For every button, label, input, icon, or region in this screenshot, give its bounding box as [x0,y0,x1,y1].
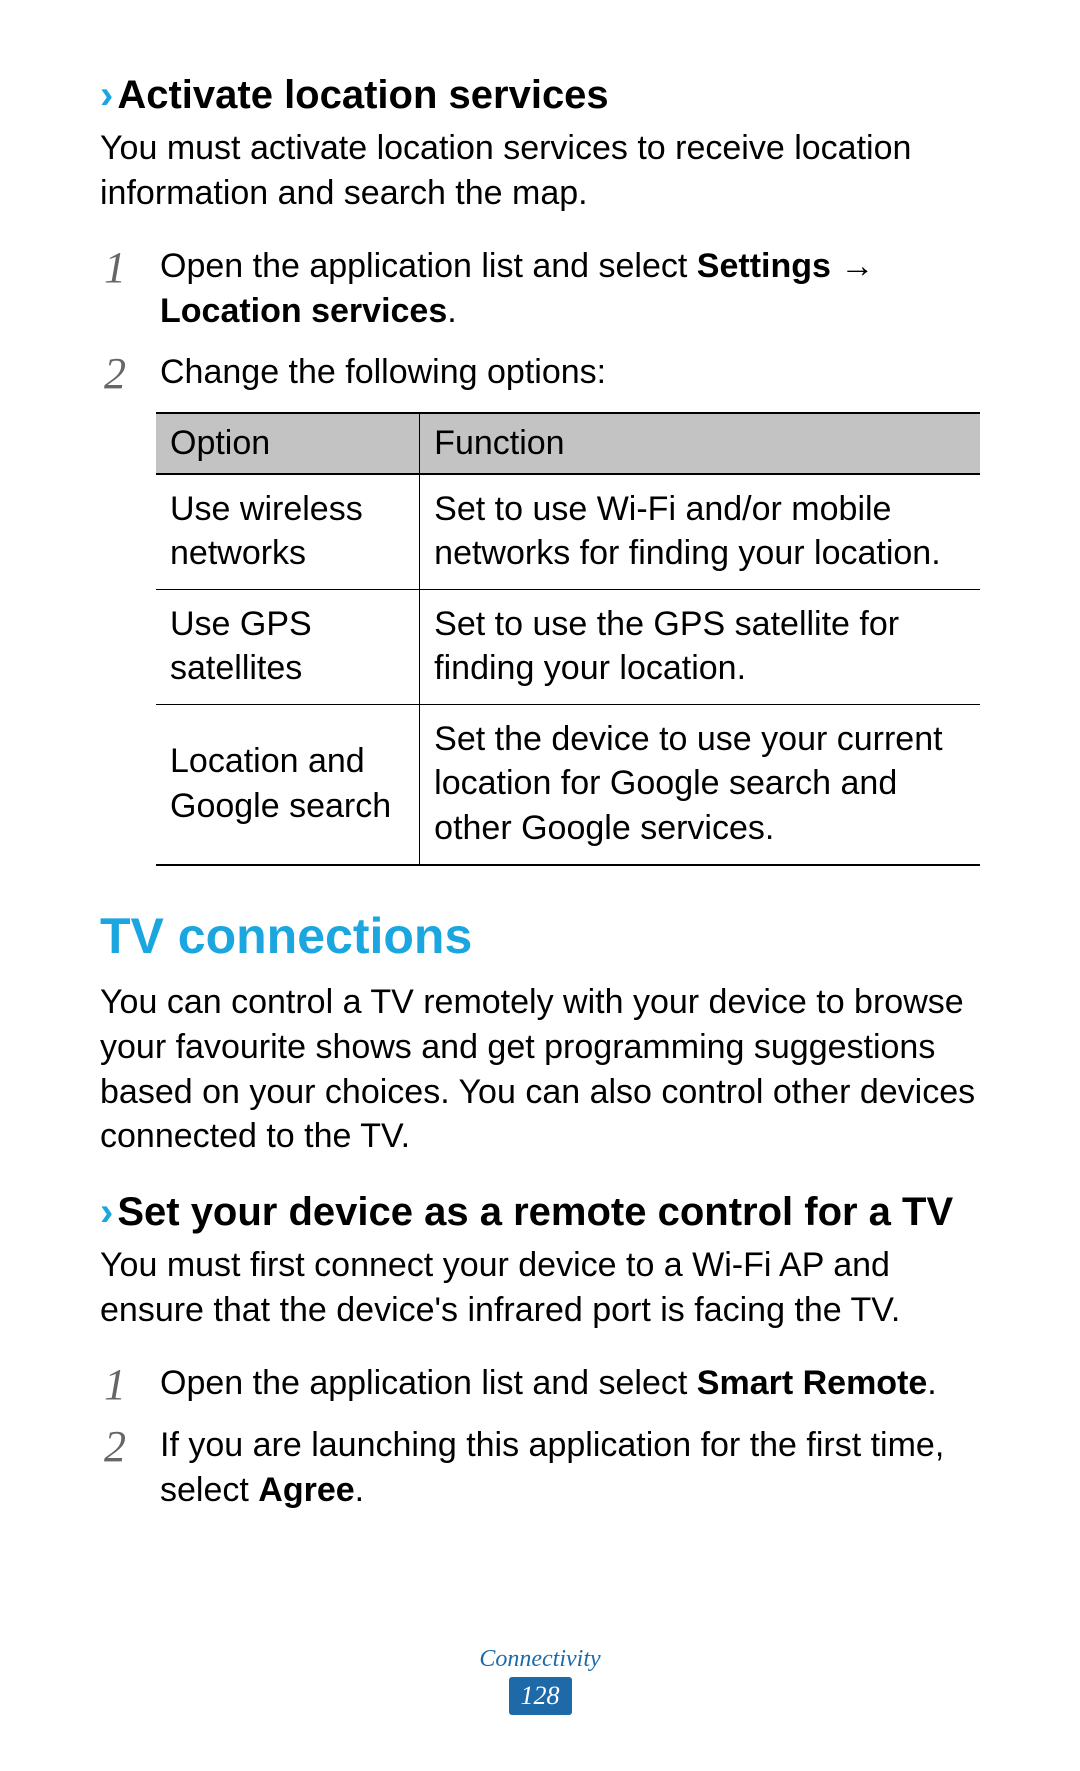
step-item: 1 Open the application list and select S… [104,1361,980,1407]
step-text: Open the application list and select Sma… [160,1361,980,1406]
step-text-pre: Open the application list and select [160,247,697,285]
chevron-icon: › [100,73,113,117]
intro-paragraph: You must activate location services to r… [100,126,980,216]
step-text-pre: Open the application list and select [160,1364,697,1402]
main-heading-tv-connections: TV connections [100,906,980,966]
table-row: Use GPS satellites Set to use the GPS sa… [156,589,980,704]
table-cell-function: Set to use Wi-Fi and/or mobile networks … [420,474,980,590]
step-text-pre: Change the following options: [160,353,606,391]
options-table: Option Function Use wireless networks Se… [156,412,980,866]
step-number: 2 [104,350,160,396]
step-text-bold: Agree [258,1471,354,1509]
step-text-bold: Smart Remote [697,1364,928,1402]
sub-heading-text: Set your device as a remote control for … [117,1190,953,1234]
table-cell-option: Use wireless networks [156,474,420,590]
intro-paragraph: You can control a TV remotely with your … [100,980,980,1160]
sub-heading-remote-control: ›Set your device as a remote control for… [100,1187,980,1237]
step-number: 1 [104,244,160,290]
options-table-wrap: Option Function Use wireless networks Se… [100,412,924,866]
step-item: 1 Open the application list and select S… [104,244,980,334]
table-cell-function: Set to use the GPS satellite for finding… [420,589,980,704]
step-text-post: . [927,1364,936,1402]
table-header-option: Option [156,413,420,474]
step-text-post: . [355,1471,364,1509]
table-cell-function: Set the device to use your current locat… [420,705,980,865]
step-list-1: 1 Open the application list and select S… [104,244,980,396]
chevron-icon: › [100,1190,113,1234]
table-header-function: Function [420,413,980,474]
table-cell-option: Use GPS satellites [156,589,420,704]
step-list-2: 1 Open the application list and select S… [104,1361,980,1513]
intro-paragraph: You must first connect your device to a … [100,1243,980,1333]
page-footer: Connectivity 128 [0,1646,1080,1715]
step-item: 2 Change the following options: [104,350,980,396]
table-header-row: Option Function [156,413,980,474]
table-cell-option: Location and Google search [156,705,420,865]
step-number: 2 [104,1423,160,1469]
step-number: 1 [104,1361,160,1407]
footer-page-number: 128 [509,1677,572,1715]
step-text: If you are launching this application fo… [160,1423,980,1513]
step-item: 2 If you are launching this application … [104,1423,980,1513]
step-text: Change the following options: [160,350,980,395]
step-text-post: . [447,292,456,330]
page-content: ›Activate location services You must act… [0,0,1080,1513]
footer-section-name: Connectivity [0,1646,1080,1673]
table-row: Location and Google search Set the devic… [156,705,980,865]
table-row: Use wireless networks Set to use Wi-Fi a… [156,474,980,590]
sub-heading-activate-location: ›Activate location services [100,70,980,120]
sub-heading-text: Activate location services [117,73,608,117]
step-text: Open the application list and select Set… [160,244,980,334]
